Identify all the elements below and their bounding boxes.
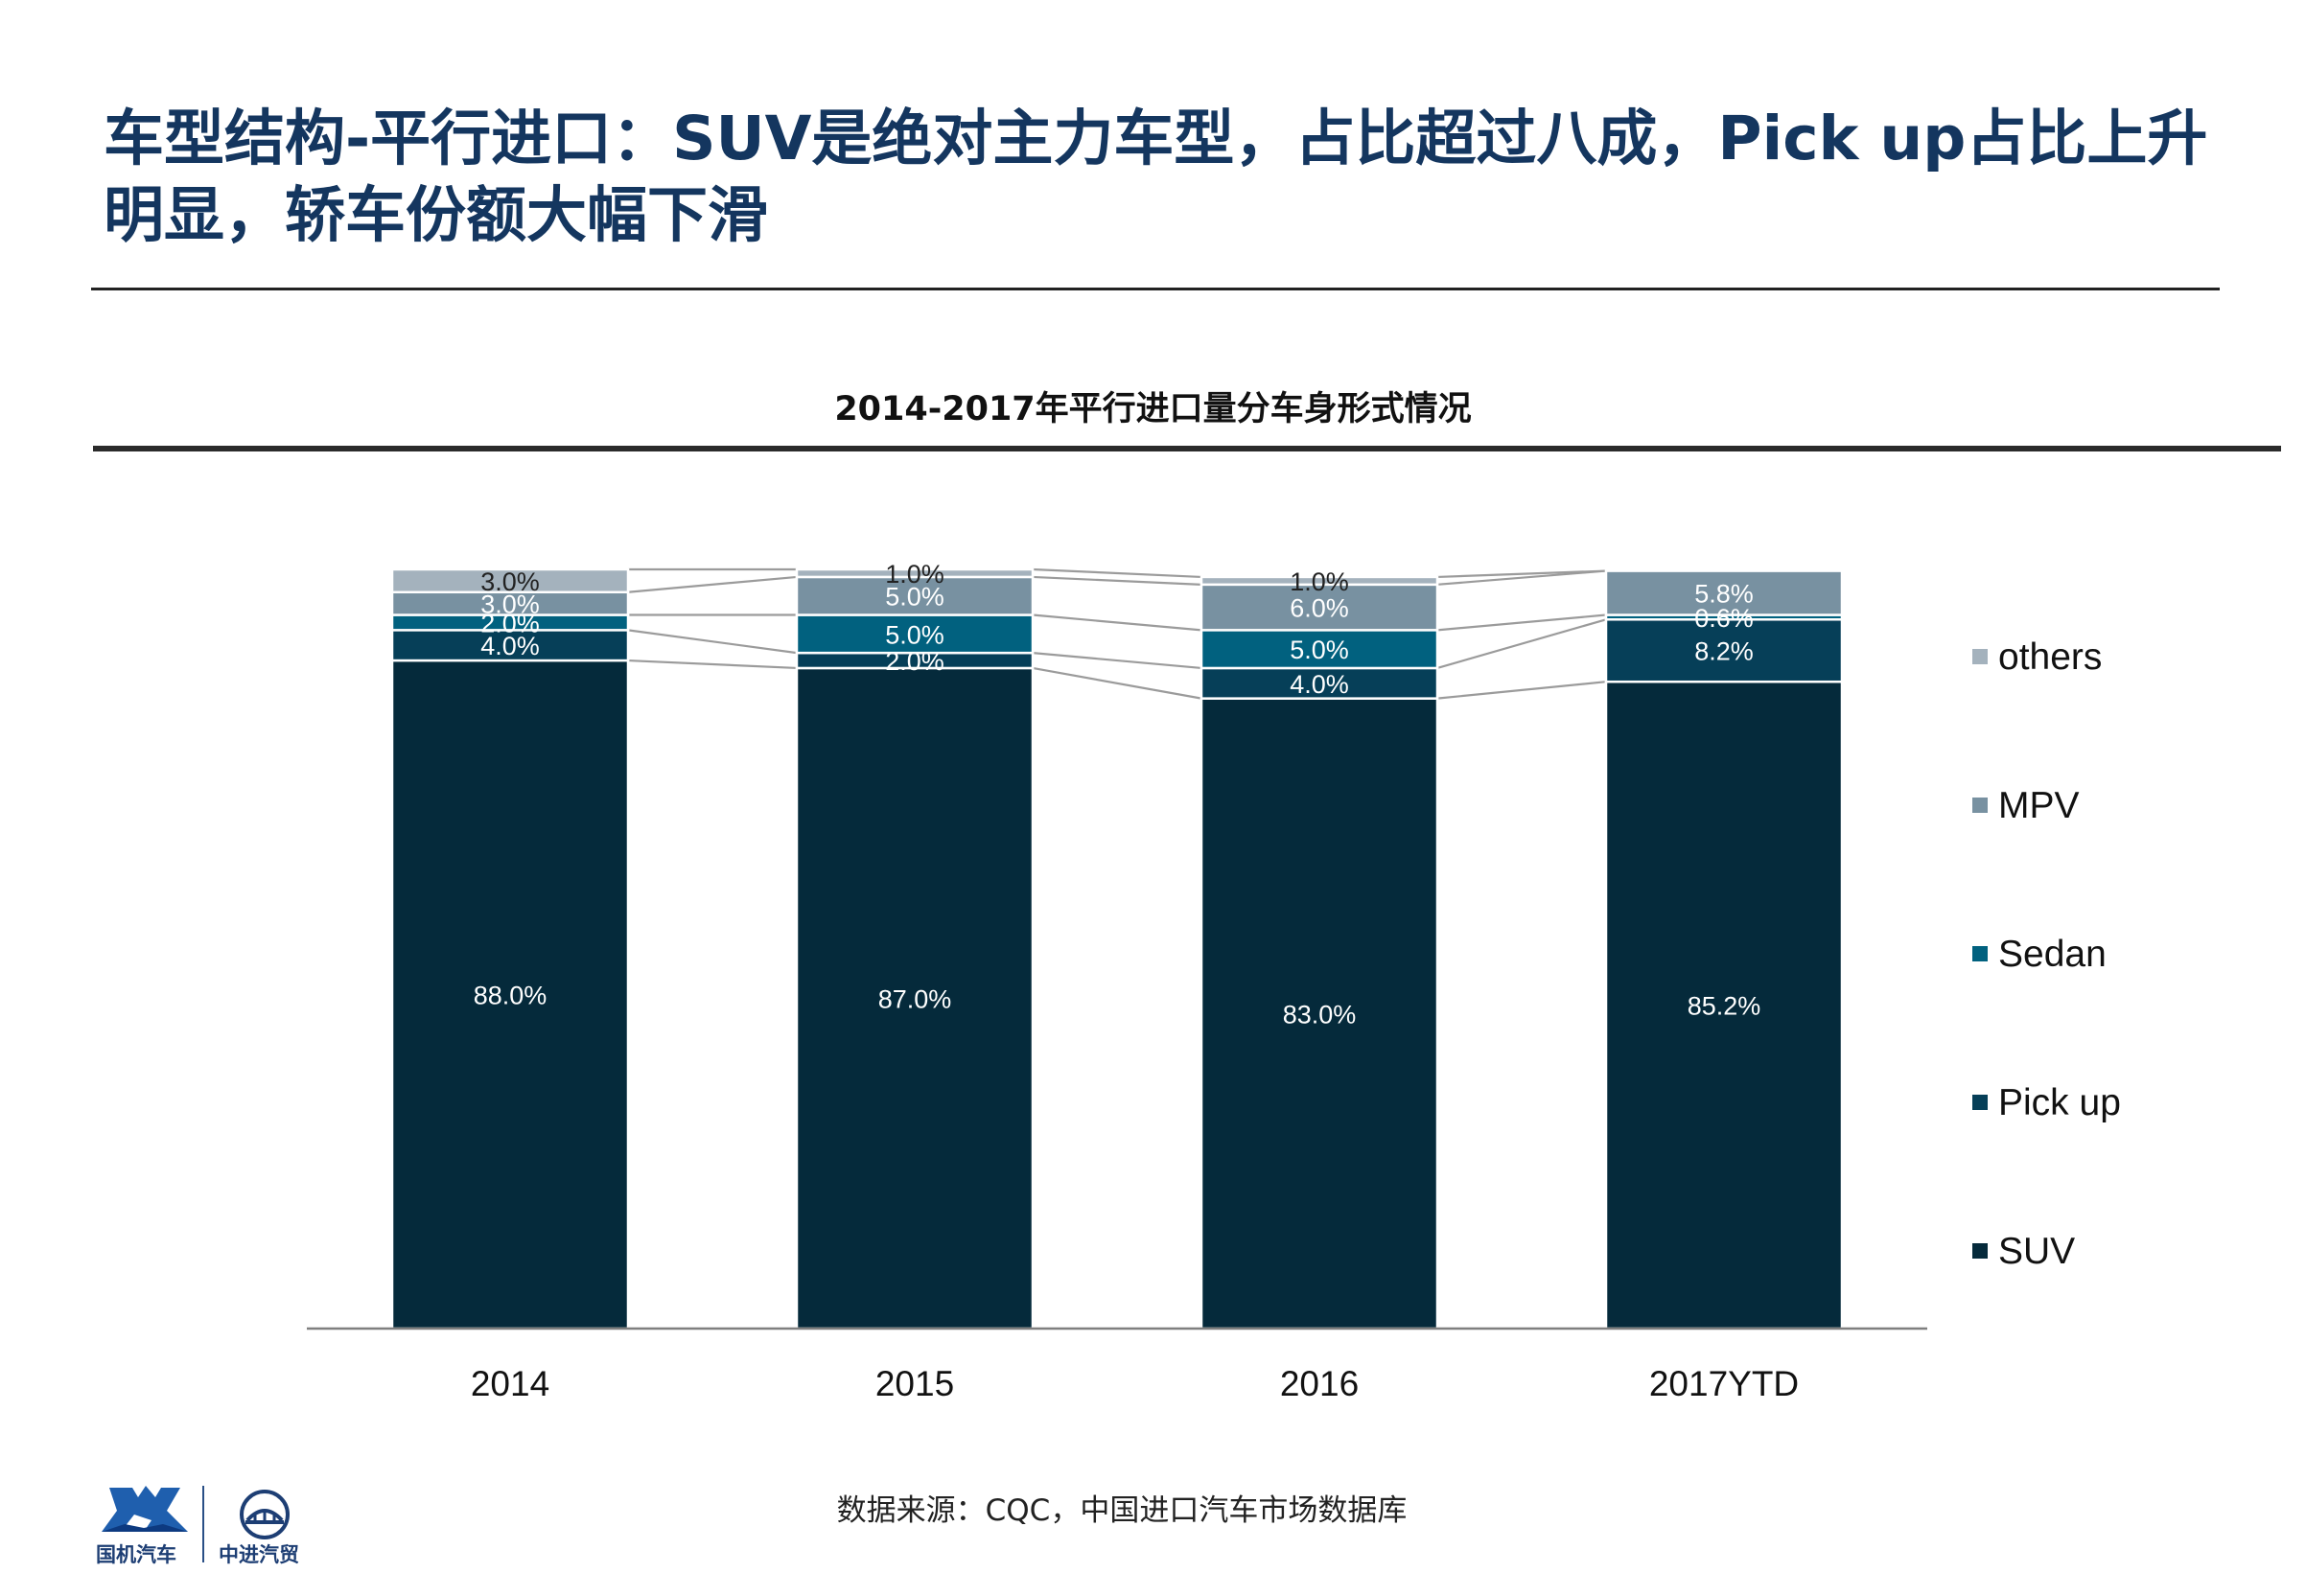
series-line-suv bbox=[1032, 666, 1202, 700]
series-line-others bbox=[1032, 567, 1202, 579]
series-line-suv bbox=[627, 659, 798, 670]
data-label: 85.2% bbox=[1688, 992, 1761, 1021]
data-label: 88.0% bbox=[474, 982, 547, 1010]
logo-divider bbox=[202, 1486, 204, 1562]
data-label: 83.0% bbox=[1283, 1000, 1357, 1029]
data-label: 0.6% bbox=[1694, 604, 1754, 633]
logo-right-text: 中进汽贸 bbox=[219, 1543, 299, 1566]
title-divider bbox=[91, 288, 2220, 290]
source-note: 数据来源：CQC，中国进口汽车市场数据库 bbox=[836, 1493, 1408, 1528]
bar-segment-suv bbox=[390, 659, 630, 1330]
legend-label: Pick up bbox=[1998, 1082, 2121, 1123]
bar-segment-mpv bbox=[1604, 569, 1844, 616]
series-line-pick-up bbox=[1436, 618, 1607, 670]
data-label: 5.8% bbox=[1694, 580, 1754, 609]
data-label: 1.0% bbox=[1290, 567, 1349, 596]
data-label: 2.0% bbox=[885, 647, 944, 676]
chart-title: 2014-2017年平行进口量分车身形式情况 bbox=[834, 390, 1472, 428]
legend-swatch-sedan bbox=[1972, 946, 1988, 961]
series-line-pick-up bbox=[627, 629, 798, 655]
x-tick-label: 2014 bbox=[471, 1364, 549, 1403]
data-label: 3.0% bbox=[480, 590, 540, 619]
bar-segment-others bbox=[390, 567, 630, 594]
legend-swatch-pick-up bbox=[1972, 1095, 1988, 1110]
series-line-suv bbox=[1436, 681, 1607, 700]
legend-label: SUV bbox=[1998, 1231, 2075, 1272]
legend-swatch-mpv bbox=[1972, 798, 1988, 813]
data-label: 5.0% bbox=[885, 620, 944, 649]
data-label: 6.0% bbox=[1290, 594, 1349, 623]
series-line-others bbox=[1436, 569, 1607, 579]
bar-segment-suv bbox=[1200, 697, 1439, 1330]
bar-segment-suv bbox=[795, 666, 1035, 1330]
bar-2015 bbox=[795, 567, 1035, 1330]
bar-segment-others bbox=[1200, 575, 1439, 587]
bar-segment-sedan bbox=[795, 613, 1035, 655]
data-label: 4.0% bbox=[1290, 670, 1349, 699]
bar-segment-others bbox=[795, 567, 1035, 579]
legend-label: others bbox=[1998, 636, 2102, 678]
bar-2014 bbox=[390, 567, 630, 1330]
page-title: 车型结构-平行进口：SUV是绝对主力车型，占比超过八成，Pick up占比上升明… bbox=[104, 104, 2208, 250]
chart-title-divider bbox=[93, 446, 2281, 451]
legend-label: MPV bbox=[1998, 785, 2080, 826]
series-line-sedan bbox=[1032, 613, 1202, 632]
bar-segment-pick-up bbox=[1604, 618, 1844, 683]
x-tick-label: 2017YTD bbox=[1649, 1364, 1799, 1403]
bar-segment-mpv bbox=[795, 575, 1035, 616]
data-label: 1.0% bbox=[885, 560, 944, 589]
data-label: 4.0% bbox=[480, 632, 540, 660]
series-line-pick-up bbox=[1032, 652, 1202, 670]
bar-segment-suv bbox=[1604, 680, 1844, 1330]
data-label: 87.0% bbox=[878, 984, 952, 1013]
series-line-mpv bbox=[1436, 569, 1607, 586]
series-lines bbox=[627, 567, 1607, 700]
bridge-emblem-icon bbox=[240, 1490, 290, 1539]
x-tick-label: 2016 bbox=[1280, 1364, 1359, 1403]
legend-label: Sedan bbox=[1998, 934, 2107, 975]
bar-segment-mpv bbox=[1200, 583, 1439, 632]
bar-segment-sedan bbox=[1200, 629, 1439, 670]
series-line-mpv bbox=[627, 575, 798, 593]
data-label: 8.2% bbox=[1694, 637, 1754, 666]
bar-2016 bbox=[1200, 575, 1439, 1330]
x-tick-label: 2015 bbox=[875, 1364, 954, 1403]
data-label: 5.0% bbox=[1290, 636, 1349, 664]
data-label: 3.0% bbox=[480, 567, 540, 596]
data-label: 5.0% bbox=[885, 583, 944, 612]
series-line-sedan bbox=[1436, 613, 1607, 632]
bar-2017ytd bbox=[1604, 569, 1844, 1330]
legend-swatch-suv bbox=[1972, 1243, 1988, 1259]
logo-left-text: 国机汽车 bbox=[96, 1543, 176, 1566]
mountain-logo-icon bbox=[102, 1486, 188, 1532]
data-label: 2.0% bbox=[480, 609, 540, 637]
legend-swatch-others bbox=[1972, 649, 1988, 664]
series-line-mpv bbox=[1032, 575, 1202, 586]
